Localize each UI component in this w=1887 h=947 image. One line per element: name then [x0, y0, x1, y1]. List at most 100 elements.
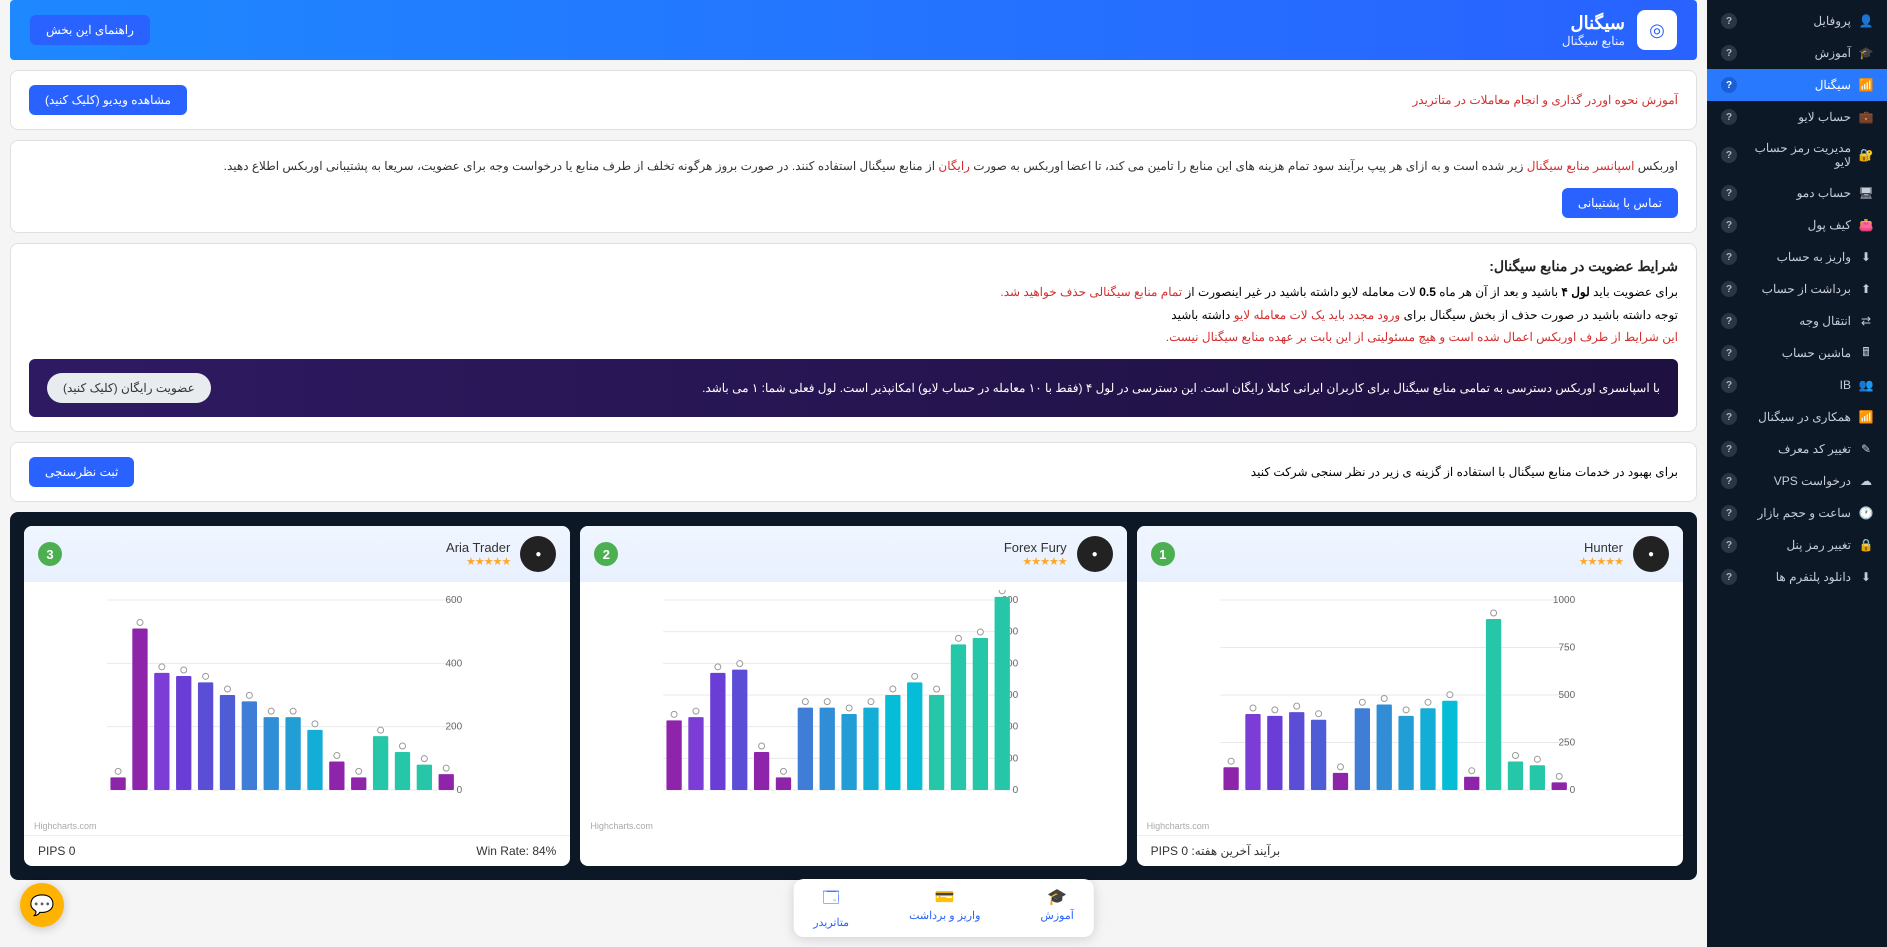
help-icon[interactable]: ? [1721, 147, 1737, 163]
sidebar-icon: ☁ [1859, 474, 1873, 488]
chart-bar [864, 708, 879, 790]
sponsor-prefix: اوربکس [1634, 159, 1678, 173]
sidebar-item-IB[interactable]: 👥IB? [1707, 369, 1887, 401]
sponsor-panel: اوربکس اسپانسر منابع سیگنال زیر شده است … [10, 140, 1697, 233]
help-icon[interactable]: ? [1721, 473, 1737, 489]
chart-bar [907, 683, 922, 791]
sidebar-item-ساعت و حجم بازار[interactable]: 🕐ساعت و حجم بازار? [1707, 497, 1887, 529]
chart-bar [995, 597, 1010, 790]
sidebar-item-پروفایل[interactable]: 👤پروفایل? [1707, 5, 1887, 37]
help-icon[interactable]: ? [1721, 13, 1737, 29]
bar-chart: 0100200300400500600 [588, 590, 1118, 810]
free-membership-button[interactable]: عضویت رایگان (کلیک کنید) [47, 373, 211, 403]
chart-bar [351, 778, 366, 791]
provider-avatar: ● [1077, 536, 1113, 572]
help-icon[interactable]: ? [1721, 313, 1737, 329]
help-icon[interactable]: ? [1721, 185, 1737, 201]
bottom-nav: 🎓آموزش 💳واریز و برداشت 🗔 متاتریدر [793, 879, 1094, 937]
chart-bar [711, 673, 726, 790]
sponsor-banner: با اسپانسری اوربکس دسترسی به تمامی منابع… [29, 359, 1678, 417]
sidebar-item-ماشین حساب[interactable]: 🖩ماشین حساب? [1707, 337, 1887, 369]
sidebar-item-حساب دمو[interactable]: 🖥حساب دمو? [1707, 177, 1887, 209]
help-icon[interactable]: ? [1721, 281, 1737, 297]
help-icon[interactable]: ? [1721, 109, 1737, 125]
survey-button[interactable]: ثبت نظرسنجی [29, 457, 134, 487]
help-icon[interactable]: ? [1721, 77, 1737, 93]
sidebar-icon: 🕐 [1859, 506, 1873, 520]
help-icon[interactable]: ? [1721, 441, 1737, 457]
sidebar-icon: ✎ [1859, 442, 1873, 456]
watch-video-button[interactable]: مشاهده ویدیو (کلیک کنید) [29, 85, 187, 115]
help-icon[interactable]: ? [1721, 505, 1737, 521]
sidebar-item-مدیریت رمز حساب لایو[interactable]: 🔐مدیریت رمز حساب لایو? [1707, 133, 1887, 177]
bottom-nav-label: متاتریدر [813, 916, 849, 929]
sidebar-item-دانلود پلتفرم ها[interactable]: ⬇دانلود پلتفرم ها? [1707, 561, 1887, 593]
rank-badge: 1 [1151, 542, 1175, 566]
sponsor-mid2: از منابع سیگنال استفاده کنند. در صورت بر… [224, 159, 939, 173]
card-header: ● Hunter ★★★★★ 1 [1137, 526, 1683, 582]
sidebar-item-کیف پول[interactable]: 👛کیف پول? [1707, 209, 1887, 241]
help-icon[interactable]: ? [1721, 537, 1737, 553]
sidebar-item-label: آموزش [1815, 46, 1851, 60]
sponsor-red1: اسپانسر منابع سیگنال [1527, 159, 1635, 173]
sidebar-item-آموزش[interactable]: 🎓آموزش? [1707, 37, 1887, 69]
svg-text:0: 0 [457, 785, 463, 796]
chart-bar [154, 673, 169, 790]
bottom-nav-item[interactable]: 🎓آموزش [1040, 887, 1073, 929]
sidebar-item-label: حساب لایو [1798, 110, 1851, 124]
provider-name: Hunter [1579, 540, 1623, 555]
help-icon[interactable]: ? [1721, 345, 1737, 361]
card-footer: Win Rate: 84%0 PIPS [24, 835, 570, 866]
sidebar-item-label: تغییر رمز پنل [1786, 538, 1851, 552]
help-icon[interactable]: ? [1721, 249, 1737, 265]
sidebar-item-label: دانلود پلتفرم ها [1776, 570, 1851, 584]
chart-bar [754, 752, 769, 790]
survey-text: برای بهبود در خدمات منابع سیگنال با استف… [1251, 461, 1678, 484]
svg-text:1000: 1000 [1553, 595, 1576, 606]
sidebar-item-سیگنال[interactable]: 📶سیگنال? [1707, 69, 1887, 101]
sidebar-item-برداشت از حساب[interactable]: ⬆برداشت از حساب? [1707, 273, 1887, 305]
sidebar-item-واریز به حساب[interactable]: ⬇واریز به حساب? [1707, 241, 1887, 273]
chart-bar [242, 702, 257, 791]
chart-area: 0200400600 [24, 582, 570, 821]
card-header: ● Forex Fury ★★★★★ 2 [580, 526, 1126, 582]
sidebar-item-label: واریز به حساب [1777, 250, 1851, 264]
chart-bar [395, 752, 410, 790]
chart-credit: Highcharts.com [580, 821, 1126, 835]
sidebar-item-label: تغییر کد معرف [1778, 442, 1851, 456]
sidebar-item-حساب لایو[interactable]: 💼حساب لایو? [1707, 101, 1887, 133]
svg-text:0: 0 [1569, 785, 1575, 796]
help-icon[interactable]: ? [1721, 569, 1737, 585]
bottom-nav-icon: 🎓 [1047, 887, 1067, 907]
bottom-nav-item[interactable]: 🗔 متاتریدر [813, 887, 849, 929]
sidebar-item-تغییر رمز پنل[interactable]: 🔒تغییر رمز پنل? [1707, 529, 1887, 561]
chart-bar [842, 714, 857, 790]
sidebar-item-همکاری در سیگنال[interactable]: 📶همکاری در سیگنال? [1707, 401, 1887, 433]
chart-bar [1529, 765, 1544, 790]
svg-text:250: 250 [1558, 738, 1575, 749]
page-subtitle: منابع سیگنال [1562, 34, 1625, 48]
help-icon[interactable]: ? [1721, 217, 1737, 233]
chart-bar [667, 721, 682, 791]
signal-icon: ◎ [1637, 10, 1677, 50]
bottom-nav-item[interactable]: 💳واریز و برداشت [909, 887, 980, 929]
help-icon[interactable]: ? [1721, 377, 1737, 393]
chart-bar [1398, 716, 1413, 790]
chat-button[interactable]: 💬 [20, 883, 64, 927]
page-title: سیگنال [1562, 13, 1625, 34]
support-button[interactable]: تماس با پشتیبانی [1562, 188, 1678, 218]
sidebar-item-درخواست VPS[interactable]: ☁درخواست VPS? [1707, 465, 1887, 497]
sidebar-item-تغییر کد معرف[interactable]: ✎ تغییر کد معرف? [1707, 433, 1887, 465]
bottom-nav-icon: 🗔 [822, 887, 839, 914]
bar-chart: 0200400600 [32, 590, 562, 810]
guide-button[interactable]: راهنمای این بخش [30, 15, 150, 45]
sidebar-item-انتقال وجه[interactable]: ⇄انتقال وجه? [1707, 305, 1887, 337]
chart-credit: Highcharts.com [1137, 821, 1683, 835]
help-icon[interactable]: ? [1721, 409, 1737, 425]
chart-bar [1420, 708, 1435, 790]
chart-bar [417, 765, 432, 790]
help-icon[interactable]: ? [1721, 45, 1737, 61]
sidebar-item-label: حساب دمو [1797, 186, 1851, 200]
chart-area: 02505007501000 [1137, 582, 1683, 821]
provider-name: Aria Trader [446, 540, 510, 555]
